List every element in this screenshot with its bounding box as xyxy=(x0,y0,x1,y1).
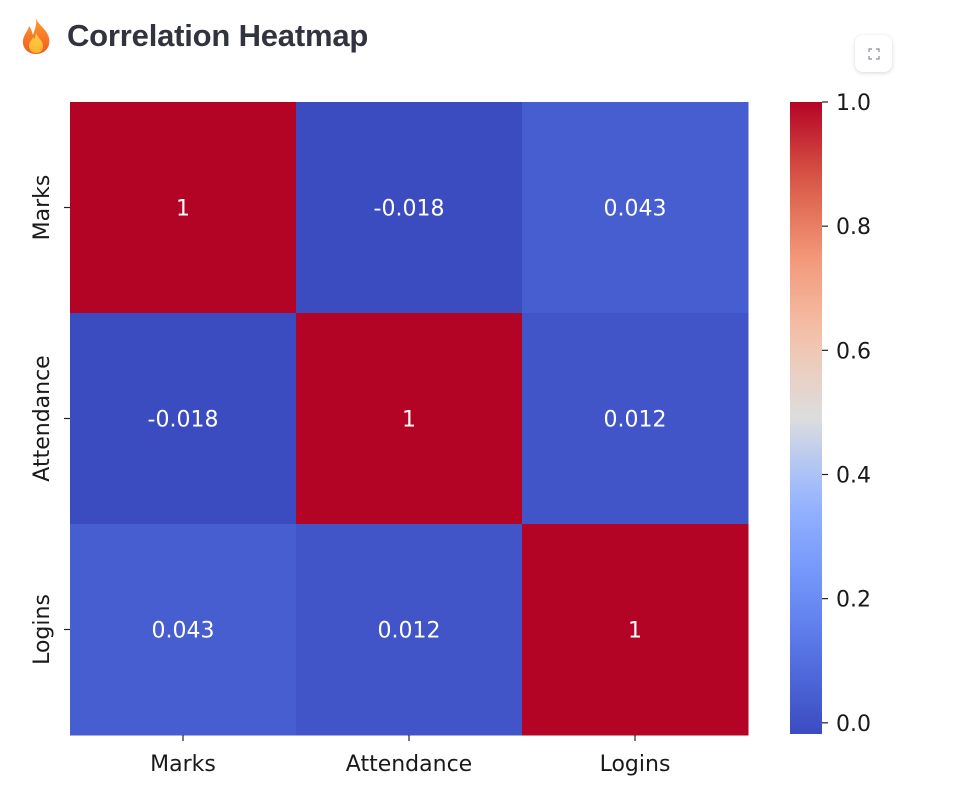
colorbar-tick-label: 0.8 xyxy=(836,215,871,240)
cell-annotation: 0.012 xyxy=(378,619,441,644)
heatmap-cell xyxy=(522,102,749,314)
cell-annotation: 1 xyxy=(402,408,416,433)
x-tick-label: Marks xyxy=(150,752,216,777)
heatmap-cell xyxy=(70,102,297,314)
colorbar-tick-label: 1.0 xyxy=(836,91,871,116)
page-header: Correlation Heatmap xyxy=(20,14,368,58)
fire-icon xyxy=(22,18,50,54)
heatmap-cell xyxy=(70,313,297,525)
cell-annotation: -0.018 xyxy=(374,197,445,222)
cell-annotation: 1 xyxy=(628,619,642,644)
heatmap-cell xyxy=(522,313,749,525)
cell-annotation: 0.043 xyxy=(604,197,667,222)
fullscreen-icon xyxy=(867,47,880,60)
y-tick-label: Marks xyxy=(30,175,55,241)
cell-annotation: 0.043 xyxy=(152,619,215,644)
heatmap-cell xyxy=(70,524,297,736)
colorbar-tick-label: 0.4 xyxy=(836,463,871,488)
cell-annotation: 1 xyxy=(176,197,190,222)
heatmap-cell xyxy=(296,102,523,314)
heatmap-cell xyxy=(522,524,749,736)
heatmap-cell xyxy=(296,313,523,525)
heatmap-cell xyxy=(296,524,523,736)
y-tick-label: Attendance xyxy=(30,355,55,481)
y-tick-label: Logins xyxy=(30,594,55,665)
x-tick-label: Logins xyxy=(600,752,671,777)
fullscreen-button[interactable] xyxy=(855,35,892,72)
page-title: Correlation Heatmap xyxy=(67,18,369,53)
colorbar-tick-label: 0.6 xyxy=(836,339,871,364)
colorbar-tick-label: 0.0 xyxy=(836,712,871,737)
cell-annotation: 0.012 xyxy=(604,408,667,433)
x-tick-label: Attendance xyxy=(346,752,472,777)
cell-annotation: -0.018 xyxy=(148,408,219,433)
colorbar xyxy=(790,102,822,734)
colorbar-tick-label: 0.2 xyxy=(836,588,871,613)
